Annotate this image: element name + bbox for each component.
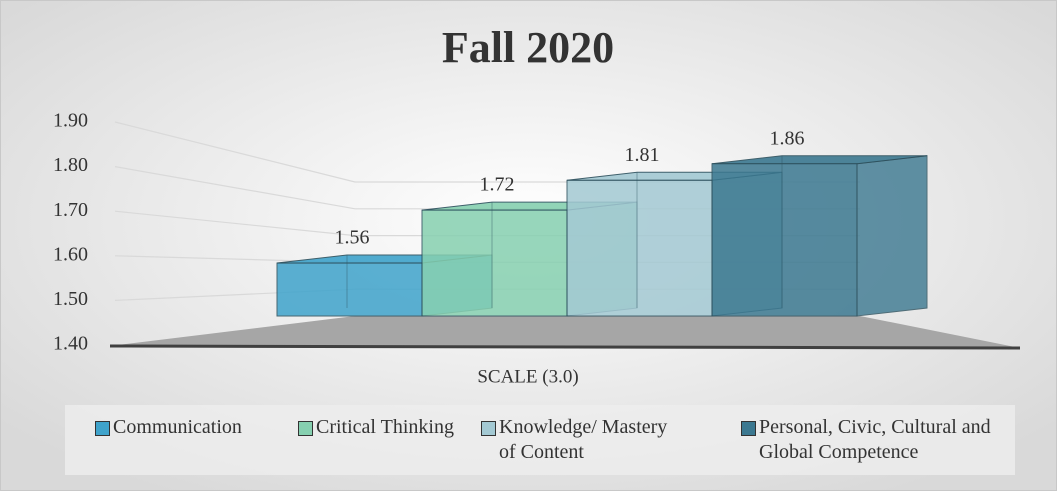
- y-tick-label: 1.90: [53, 110, 88, 132]
- y-tick-label: 1.80: [53, 154, 88, 176]
- legend-swatch: [95, 421, 110, 436]
- legend-item: Knowledge/ Mastery of Content: [481, 415, 681, 465]
- bar: [276, 262, 423, 317]
- y-tick-label: 1.50: [53, 288, 88, 310]
- legend-label: Critical Thinking: [316, 416, 454, 438]
- y-tick-label: 1.40: [53, 333, 88, 355]
- x-tick-label: SCALE (3.0): [477, 366, 578, 387]
- legend-item: Communication: [95, 415, 265, 440]
- data-label: 1.56: [335, 227, 370, 249]
- y-tick-label: 1.70: [53, 199, 88, 221]
- legend-swatch: [481, 421, 496, 436]
- y-tick-label: 1.60: [53, 243, 88, 265]
- bar: [421, 209, 568, 317]
- floor: [110, 316, 1020, 348]
- chart-title: Fall 2020: [442, 23, 614, 72]
- legend-label: Knowledge/ Mastery of Content: [499, 416, 668, 463]
- legend-label: Personal, Civic, Cultural and Global Com…: [759, 416, 991, 463]
- bar: [711, 163, 858, 317]
- data-label: 1.86: [770, 127, 805, 149]
- legend-box: [65, 405, 1015, 475]
- legend-label: Communication: [113, 416, 242, 438]
- bar: [566, 179, 713, 317]
- legend-swatch: [298, 421, 313, 436]
- legend-swatch: [741, 421, 756, 436]
- legend-item: Personal, Civic, Cultural and Global Com…: [741, 415, 1001, 465]
- bar-side: [856, 155, 928, 317]
- data-label: 1.72: [480, 174, 515, 196]
- x-axis: [109, 344, 1021, 350]
- legend-item: Critical Thinking: [298, 415, 468, 440]
- legend: Communication Critical Thinking Knowledge/…: [65, 405, 1015, 475]
- data-label: 1.81: [625, 144, 660, 166]
